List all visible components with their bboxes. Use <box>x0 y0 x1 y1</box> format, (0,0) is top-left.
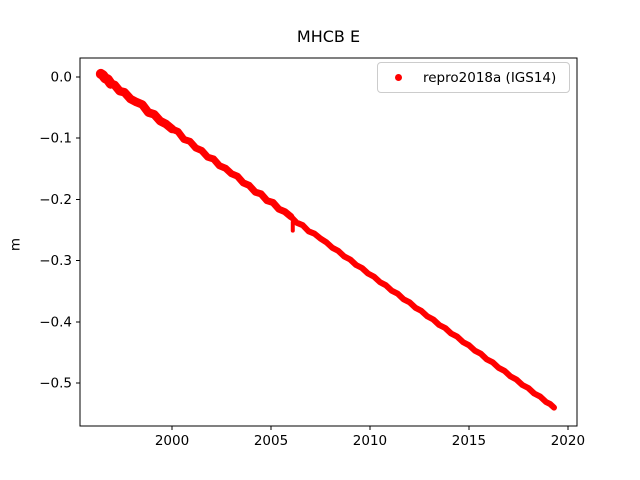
svg-text:2020: 2020 <box>551 433 585 449</box>
svg-text:0.0: 0.0 <box>51 69 72 85</box>
svg-text:−0.2: −0.2 <box>39 192 72 208</box>
svg-text:−0.3: −0.3 <box>39 253 72 269</box>
chart-title: MHCB E <box>296 27 361 46</box>
svg-text:2000: 2000 <box>155 433 189 449</box>
svg-text:2015: 2015 <box>452 433 486 449</box>
svg-text:2010: 2010 <box>353 433 387 449</box>
svg-text:−0.1: −0.1 <box>39 131 72 147</box>
legend-label: repro2018a (IGS14) <box>423 69 557 86</box>
legend-marker-icon <box>395 74 402 81</box>
svg-text:−0.4: −0.4 <box>39 314 72 330</box>
svg-text:2005: 2005 <box>254 433 288 449</box>
svg-text:−0.5: −0.5 <box>39 376 72 392</box>
legend: repro2018a (IGS14) <box>377 62 570 93</box>
